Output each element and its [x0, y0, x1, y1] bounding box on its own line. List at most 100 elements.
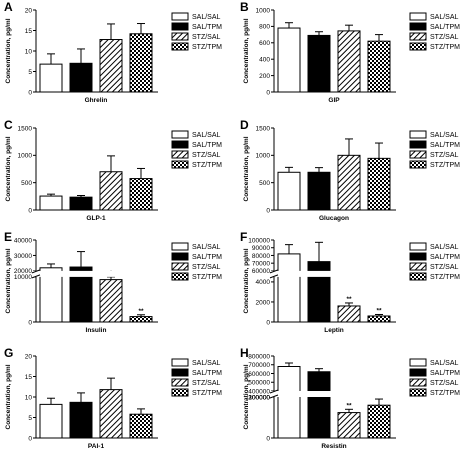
significance-mark: ** [346, 402, 352, 409]
y-tick-label: 2000 [256, 299, 271, 306]
legend-label: STZ/TPM [192, 162, 222, 169]
panel-letter: E [4, 230, 12, 244]
y-tick-label: 1500 [18, 125, 33, 132]
axis-break-mark [269, 274, 279, 279]
legend-swatch-stz-sal [171, 32, 189, 41]
y-tick-label: 500 [259, 180, 270, 187]
y-tick-label: 80000 [252, 253, 270, 260]
y-tick-label: 60000 [252, 268, 270, 275]
bar-stz-sal [99, 39, 123, 93]
legend-swatch-stz-tpm [171, 272, 189, 281]
legend-swatch-stz-sal [171, 262, 189, 271]
legend-label: SAL/SAL [192, 14, 221, 21]
legend-swatch-sal-sal [409, 242, 427, 251]
legend-label: SAL/TPM [192, 370, 222, 377]
panel-d: D Concentration, pg/ml 0 500 1000 1500 Glucago… [240, 118, 460, 222]
x-axis-label: PAI-1 [88, 443, 105, 450]
legend-label: SAL/TPM [430, 254, 460, 261]
bar-stz-sal [99, 389, 123, 439]
legend-label: STZ/SAL [192, 264, 221, 271]
bar-sal-tpm [307, 371, 331, 439]
axis-break-gap [270, 391, 398, 397]
legend-swatch-sal-sal [171, 130, 189, 139]
panel-letter: B [240, 0, 249, 14]
legend-swatch-sal-tpm [409, 22, 427, 31]
y-tick-label: 300000 [248, 394, 270, 401]
y-axis-title: Concentration, pg/ml [243, 364, 250, 429]
legend-label: SAL/TPM [430, 142, 460, 149]
legend-label: SAL/SAL [192, 244, 221, 251]
y-tick-label: 1000 [256, 153, 271, 160]
legend-label: STZ/TPM [192, 44, 222, 51]
y-tick-label: 5 [28, 415, 32, 422]
legend-swatch-sal-tpm [409, 252, 427, 261]
y-tick-label: 600000 [248, 371, 270, 378]
y-tick-label: 30000 [14, 253, 32, 260]
y-tick-label: 0 [28, 89, 32, 96]
legend-label: SAL/TPM [430, 370, 460, 377]
bar-sal-tpm [69, 62, 93, 93]
x-axis-label: Leptin [324, 327, 344, 334]
y-tick-label: 70000 [252, 260, 270, 267]
panel-letter: F [240, 230, 247, 244]
legend-label: SAL/SAL [430, 14, 459, 21]
legend-swatch-stz-sal [409, 150, 427, 159]
legend-swatch-stz-tpm [409, 272, 427, 281]
y-tick-label: 100000 [248, 394, 270, 401]
x-axis-label: GLP-1 [86, 215, 106, 222]
bar-stz-tpm [129, 413, 153, 439]
legend-label: STZ/SAL [192, 380, 221, 387]
bar-sal-sal [39, 403, 63, 439]
y-tick-label: 200 [259, 73, 270, 80]
legend-label: STZ/TPM [192, 274, 222, 281]
y-tick-label: 0 [28, 319, 32, 326]
y-tick-label: 10000 [14, 274, 32, 281]
y-tick-label: 1500 [256, 125, 271, 132]
panel-a: A Concentration, pg/ml 0 5 10 15 20 Ghrelin SAL/… [4, 0, 222, 104]
panel-c: C Concentration, pg/ml 0 500 1000 1500 GLP-1 SA… [4, 118, 222, 222]
legend-label: SAL/TPM [430, 24, 460, 31]
legend-label: STZ/SAL [430, 152, 459, 159]
panel-letter: A [4, 0, 13, 14]
bar-sal-sal [277, 27, 301, 93]
bar-sal-tpm [307, 261, 331, 323]
bar-stz-tpm [129, 33, 153, 93]
legend-label: STZ/SAL [430, 380, 459, 387]
bar-sal-sal [277, 253, 301, 323]
y-tick-label: 500 [21, 180, 32, 187]
legend-label: STZ/TPM [430, 44, 460, 51]
bar-stz-tpm [129, 178, 153, 211]
panel-h: H Concentration, pg/ml 0 100000200000300000… [240, 346, 460, 450]
legend-label: SAL/SAL [192, 360, 221, 367]
legend-label: STZ/SAL [192, 152, 221, 159]
y-tick-label: 20 [25, 353, 33, 360]
legend-swatch-stz-tpm [171, 160, 189, 169]
legend-swatch-sal-sal [171, 242, 189, 251]
bar-sal-sal [39, 63, 63, 93]
x-axis-label: Glucagon [319, 215, 349, 222]
legend-swatch-stz-sal [171, 150, 189, 159]
bar-sal-tpm [69, 196, 93, 211]
bar-stz-sal [337, 30, 361, 93]
y-tick-label: 20 [25, 7, 33, 14]
y-axis-title: Concentration, pg/ml [5, 136, 12, 201]
y-tick-label: 0 [266, 319, 270, 326]
y-tick-label: 0 [266, 89, 270, 96]
y-tick-label: 1000 [18, 153, 33, 160]
panels-container: A Concentration, pg/ml 0 5 10 15 20 Ghrelin SAL/… [4, 0, 460, 450]
x-axis-label: GIP [328, 97, 340, 104]
legend-label: SAL/SAL [192, 132, 221, 139]
significance-mark: ** [138, 308, 144, 315]
legend-label: SAL/SAL [430, 244, 459, 251]
bar-stz-tpm [367, 40, 391, 93]
bar-sal-tpm [307, 34, 331, 93]
legend-label: SAL/SAL [430, 360, 459, 367]
x-axis-label: Insulin [86, 327, 107, 334]
legend-swatch-stz-tpm [409, 160, 427, 169]
legend-label: SAL/TPM [192, 142, 222, 149]
y-tick-label: 10 [25, 394, 33, 401]
bar-stz-tpm [129, 316, 153, 323]
panel-f: F Concentration, pg/ml 0 2000 4000 6000070000… [240, 230, 460, 334]
y-tick-label: 15 [25, 374, 33, 381]
